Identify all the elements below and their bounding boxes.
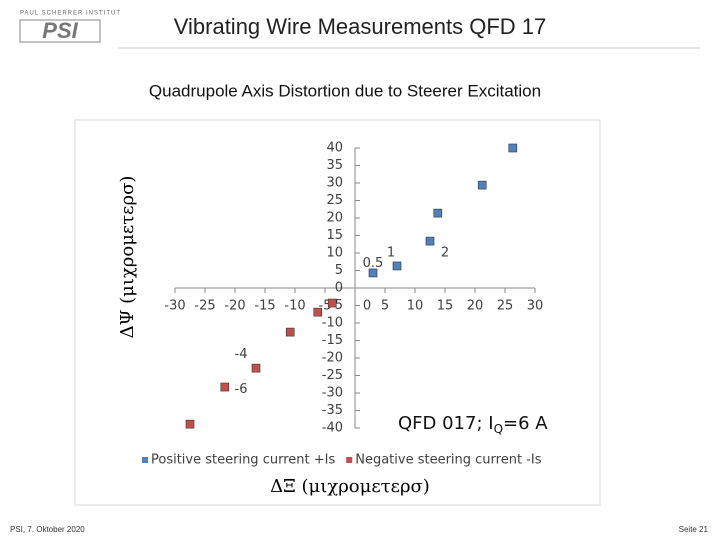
y-tick-label: -10 (322, 316, 343, 331)
point (368, 268, 378, 278)
chart-frame (74, 119, 601, 506)
y-tick-label: -35 (322, 403, 343, 418)
x-tick-label: 15 (437, 299, 454, 314)
y-tick-label: 0 (335, 281, 343, 296)
y-tick-label: -40 (322, 421, 343, 436)
y-tick-label: 35 (326, 158, 343, 173)
y-tick-label: -15 (322, 333, 343, 348)
x-tick-label: -25 (194, 299, 215, 314)
y-tick-label: 20 (326, 211, 343, 226)
legend-marker (346, 457, 353, 463)
x-tick-label: 10 (407, 299, 424, 314)
x-tick-label: 25 (497, 299, 514, 314)
slide-title: Vibrating Wire Measurements QFD 17 (174, 14, 547, 39)
point (392, 261, 402, 271)
point (220, 382, 230, 392)
point (185, 419, 195, 429)
point (285, 327, 295, 337)
legend-label: Positive steering current +Is (151, 453, 335, 468)
y-tick-label: 40 (326, 141, 343, 156)
x-tick-label: -10 (284, 299, 305, 314)
point (477, 180, 487, 190)
x-tick-label: 20 (467, 299, 484, 314)
footer-right: Seite 21 (679, 525, 709, 534)
point (313, 307, 323, 317)
legend-marker (142, 457, 148, 463)
y-tick-label: 15 (326, 228, 343, 243)
x-tick-label: 5 (381, 299, 389, 314)
x-tick-label: 0 (363, 299, 371, 314)
legend-label: Negative steering current -Is (355, 453, 541, 468)
point-label: 0.5 (363, 256, 384, 271)
x-axis-label: ΔΞ (μιχρομετερσ) (270, 476, 430, 497)
chart-title: Quadrupole Axis Distortion due to Steere… (149, 81, 541, 100)
x-tick-label: -20 (224, 299, 245, 314)
y-axis-label: ΔΨ (μιχρομετερσ) (117, 176, 138, 339)
point (433, 208, 443, 218)
y-tick-label: 25 (326, 193, 343, 208)
point (425, 236, 435, 246)
point (251, 363, 261, 373)
annotation: QFD 017; IQ=6 A (398, 413, 548, 436)
y-tick-label: -25 (322, 368, 343, 383)
annotation-part: Q (494, 422, 503, 436)
x-tick-label: 30 (527, 299, 544, 314)
x-tick-label: -30 (164, 299, 185, 314)
y-tick-label: -20 (322, 351, 343, 366)
logo-box (19, 19, 101, 43)
y-tick-label: -30 (322, 386, 343, 401)
point-label: 2 (441, 246, 449, 261)
logo-caption: PAUL SCHERRER INSTITUT (20, 11, 121, 17)
annotation-part: QFD 017; I (398, 413, 494, 434)
point-label: 1 (387, 246, 395, 261)
point-label: -6 (235, 382, 248, 397)
point (327, 298, 337, 308)
y-tick-label: 5 (335, 263, 343, 278)
x-tick-label: -15 (254, 299, 275, 314)
footer-left: PSI, 7. Oktober 2020 (10, 525, 85, 534)
logo: PSI (42, 18, 78, 43)
y-tick-label: 30 (326, 176, 343, 191)
point-label: -4 (235, 347, 248, 362)
y-tick-label: 10 (326, 246, 343, 261)
annotation-part: =6 A (503, 413, 548, 434)
point (508, 143, 518, 153)
